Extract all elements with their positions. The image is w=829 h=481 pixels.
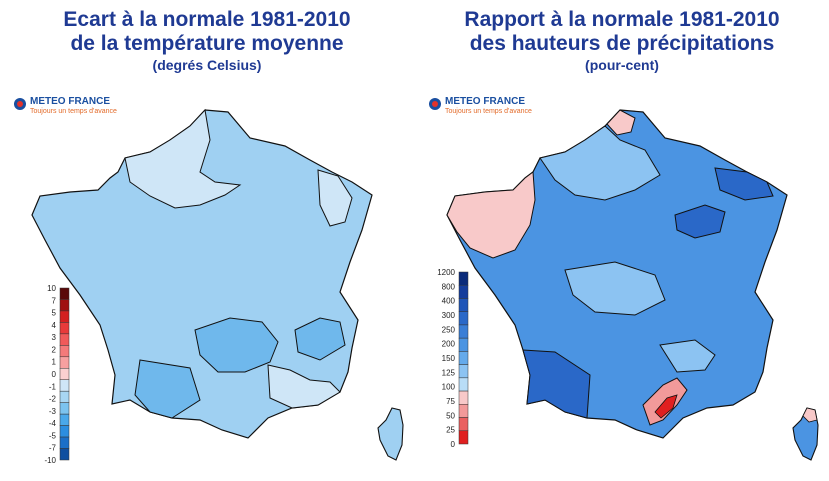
temperature-title-line1: Ecart à la normale 1981-2010 xyxy=(63,8,351,31)
legend-swatch xyxy=(59,379,70,392)
below-normal-zone-corsica xyxy=(802,407,818,423)
near-normal-zone-north xyxy=(539,125,661,201)
temperature-title: Ecart à la normale 1981-2010 de la tempé… xyxy=(0,8,414,74)
legend-swatch xyxy=(458,351,469,365)
legend-label: 7 xyxy=(52,296,57,305)
legend-swatch xyxy=(458,311,469,326)
near-normal-zone-center xyxy=(564,261,666,316)
legend-label: 0 xyxy=(52,370,57,379)
legend-label: 2 xyxy=(52,345,57,354)
legend-swatch xyxy=(458,390,469,405)
above-normal-zone-southwest xyxy=(522,349,591,419)
brand-tagline: Toujours un temps d'avance xyxy=(30,108,117,115)
below-normal-zone-brittany xyxy=(446,171,536,259)
legend-label: -7 xyxy=(49,444,57,453)
legend-label: 0 xyxy=(451,440,456,449)
legend-swatch xyxy=(458,284,469,299)
precipitation-title-line2: des hauteurs de précipitations xyxy=(469,32,775,55)
legend-label: 800 xyxy=(442,282,456,291)
precipitation-title: Rapport à la normale 1981-2010 des haute… xyxy=(415,8,829,74)
above-normal-zone-northeast xyxy=(714,167,774,201)
legend-label: 250 xyxy=(442,325,456,334)
legend-label: 1200 xyxy=(437,268,455,277)
legend-swatch xyxy=(458,417,469,432)
legend-swatch xyxy=(59,413,70,426)
legend-label: 1 xyxy=(52,358,57,367)
brand-name: METEO FRANCE xyxy=(445,96,525,107)
france-mainland xyxy=(31,109,373,439)
legend-swatch xyxy=(59,322,70,335)
dry-zone-mediterranean xyxy=(654,394,678,419)
legend-swatch xyxy=(59,299,70,312)
legend-swatch xyxy=(59,448,70,461)
legend-swatch xyxy=(59,333,70,346)
darker-zone-east xyxy=(294,317,346,361)
legend-swatch xyxy=(458,298,469,312)
legend-label: 150 xyxy=(442,354,456,363)
legend-swatch xyxy=(59,390,70,403)
legend-swatch xyxy=(59,402,70,415)
precipitation-title-unit: (pour-cent) xyxy=(585,57,659,73)
legend-label: -2 xyxy=(49,395,57,404)
legend-swatch xyxy=(59,425,70,438)
precipitation-panel: Rapport à la normale 1981-2010 des haute… xyxy=(415,0,829,481)
meteo-france-logo-icon xyxy=(14,98,26,110)
legend-swatch xyxy=(458,271,469,286)
brand-name: METEO FRANCE xyxy=(30,96,110,107)
legend-swatch xyxy=(59,287,70,300)
legend-label: 75 xyxy=(446,397,455,406)
legend-label: -10 xyxy=(44,456,56,465)
legend-label: -3 xyxy=(49,407,57,416)
meteo-france-logo-icon xyxy=(429,98,441,110)
temperature-title-unit: (degrés Celsius) xyxy=(152,57,262,73)
legend-label: 4 xyxy=(52,321,57,330)
precipitation-title-line1: Rapport à la normale 1981-2010 xyxy=(464,8,780,31)
legend-label: -1 xyxy=(49,382,57,391)
legend-label: 400 xyxy=(442,297,456,306)
legend-swatch xyxy=(458,404,469,418)
legend-swatch xyxy=(458,337,469,352)
legend-swatch xyxy=(458,324,469,339)
brand-tagline: Toujours un temps d'avance xyxy=(445,108,532,115)
temperature-title-line2: de la température moyenne xyxy=(70,32,344,55)
lighter-zone-south xyxy=(267,364,341,409)
near-normal-zone-southeast xyxy=(659,339,716,373)
legend-swatch xyxy=(59,436,70,449)
darker-zone-center xyxy=(194,317,279,373)
temperature-panel: Ecart à la normale 1981-2010 de la tempé… xyxy=(0,0,414,481)
legend-label: -5 xyxy=(49,431,57,440)
legend-label: 10 xyxy=(47,284,56,293)
legend-label: 5 xyxy=(52,309,57,318)
legend-swatch xyxy=(59,356,70,369)
legend-swatch xyxy=(59,310,70,323)
lighter-zone-northeast xyxy=(317,169,353,227)
legend-label: 50 xyxy=(446,411,455,420)
corsica xyxy=(377,407,404,461)
legend-label: -4 xyxy=(49,419,57,428)
legend-label: 125 xyxy=(442,368,456,377)
legend-swatch xyxy=(458,377,469,392)
legend-swatch xyxy=(458,430,469,445)
legend-label: 200 xyxy=(442,340,456,349)
legend-label: 25 xyxy=(446,426,455,435)
legend-label: 100 xyxy=(442,383,456,392)
legend-label: 300 xyxy=(442,311,456,320)
darker-zone-southwest xyxy=(134,359,201,419)
lighter-zone-north xyxy=(124,108,242,209)
above-normal-zone-east xyxy=(674,204,726,239)
below-normal-zone-north xyxy=(606,109,636,136)
legend-label: 3 xyxy=(52,333,57,342)
legend-swatch xyxy=(59,345,70,358)
legend-swatch xyxy=(59,368,70,380)
legend-swatch xyxy=(458,364,469,379)
